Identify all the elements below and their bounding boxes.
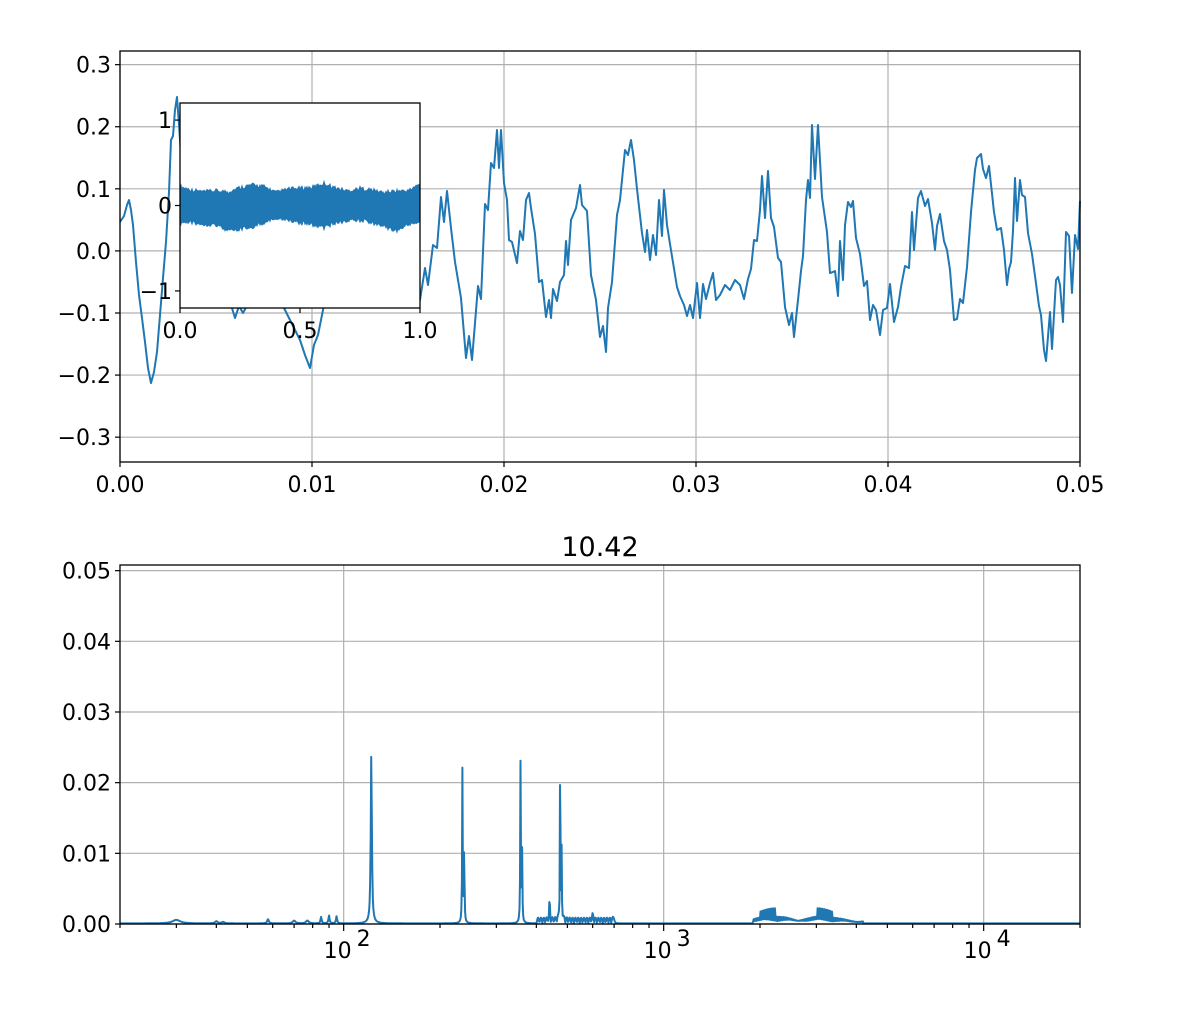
x-tick-label: 10 [964, 939, 992, 964]
y-tick-label: 0.3 [76, 54, 111, 79]
x-tick-label: 0.04 [864, 473, 913, 498]
waveform-ticks: 0.00 0.01 0.02 0.03 0.04 0.05−0.3−0.2−0.10.00… [58, 54, 1105, 498]
inset-y-tick-label: 1 [158, 109, 172, 134]
inset-y-tick-label: 0 [158, 195, 172, 220]
x-tick-exponent: 4 [997, 927, 1011, 952]
spectrum-line [119, 755, 1081, 925]
y-tick-label: 0.1 [76, 178, 111, 203]
x-tick-exponent: 2 [357, 927, 371, 952]
y-tick-label: 0.05 [62, 560, 111, 585]
x-tick-label: 0.05 [1056, 473, 1105, 498]
spectrum-title: 10.42 [561, 532, 638, 563]
x-tick-label: 0.03 [672, 473, 721, 498]
x-tick-label: 0.01 [288, 473, 337, 498]
x-tick-label: 0.02 [480, 473, 529, 498]
spectrum-ticks: 10 2 10 3 10 40.000.010.020.030.040.05 [62, 560, 1081, 964]
y-tick-label: −0.1 [58, 302, 111, 327]
y-tick-label: 0.02 [62, 772, 111, 797]
x-tick-label: 10 [644, 939, 672, 964]
y-tick-label: −0.2 [58, 364, 111, 389]
spectrum-frame [119, 564, 1081, 925]
inset-ticks: 0.0 0.5 1.0 −1 0 1 [140, 109, 438, 344]
y-tick-label: 0.2 [76, 116, 111, 141]
spectrum-grid [120, 565, 1080, 925]
inset-x-tick-label: 1.0 [403, 319, 438, 344]
y-tick-label: −0.3 [58, 426, 111, 451]
inset-y-tick-label: −1 [140, 280, 172, 305]
x-tick-exponent: 3 [677, 927, 691, 952]
y-tick-label: 0.03 [62, 701, 111, 726]
inset-x-tick-label: 0.5 [283, 319, 318, 344]
x-tick-label: 10 [324, 939, 352, 964]
x-tick-label: 0.00 [96, 473, 145, 498]
inset-axes: 0.0 0.5 1.0 −1 0 1 [140, 102, 438, 344]
y-tick-label: 0.04 [62, 630, 111, 655]
y-tick-label: 0.0 [76, 240, 111, 265]
spectrum-axes: 10.42 10 2 10 3 10 40.000.010.020.030.040.05 [62, 532, 1081, 964]
y-tick-label: 0.00 [62, 913, 111, 938]
y-tick-label: 0.01 [62, 842, 111, 867]
waveform-frame [119, 50, 1081, 463]
inset-x-tick-label: 0.0 [163, 319, 198, 344]
